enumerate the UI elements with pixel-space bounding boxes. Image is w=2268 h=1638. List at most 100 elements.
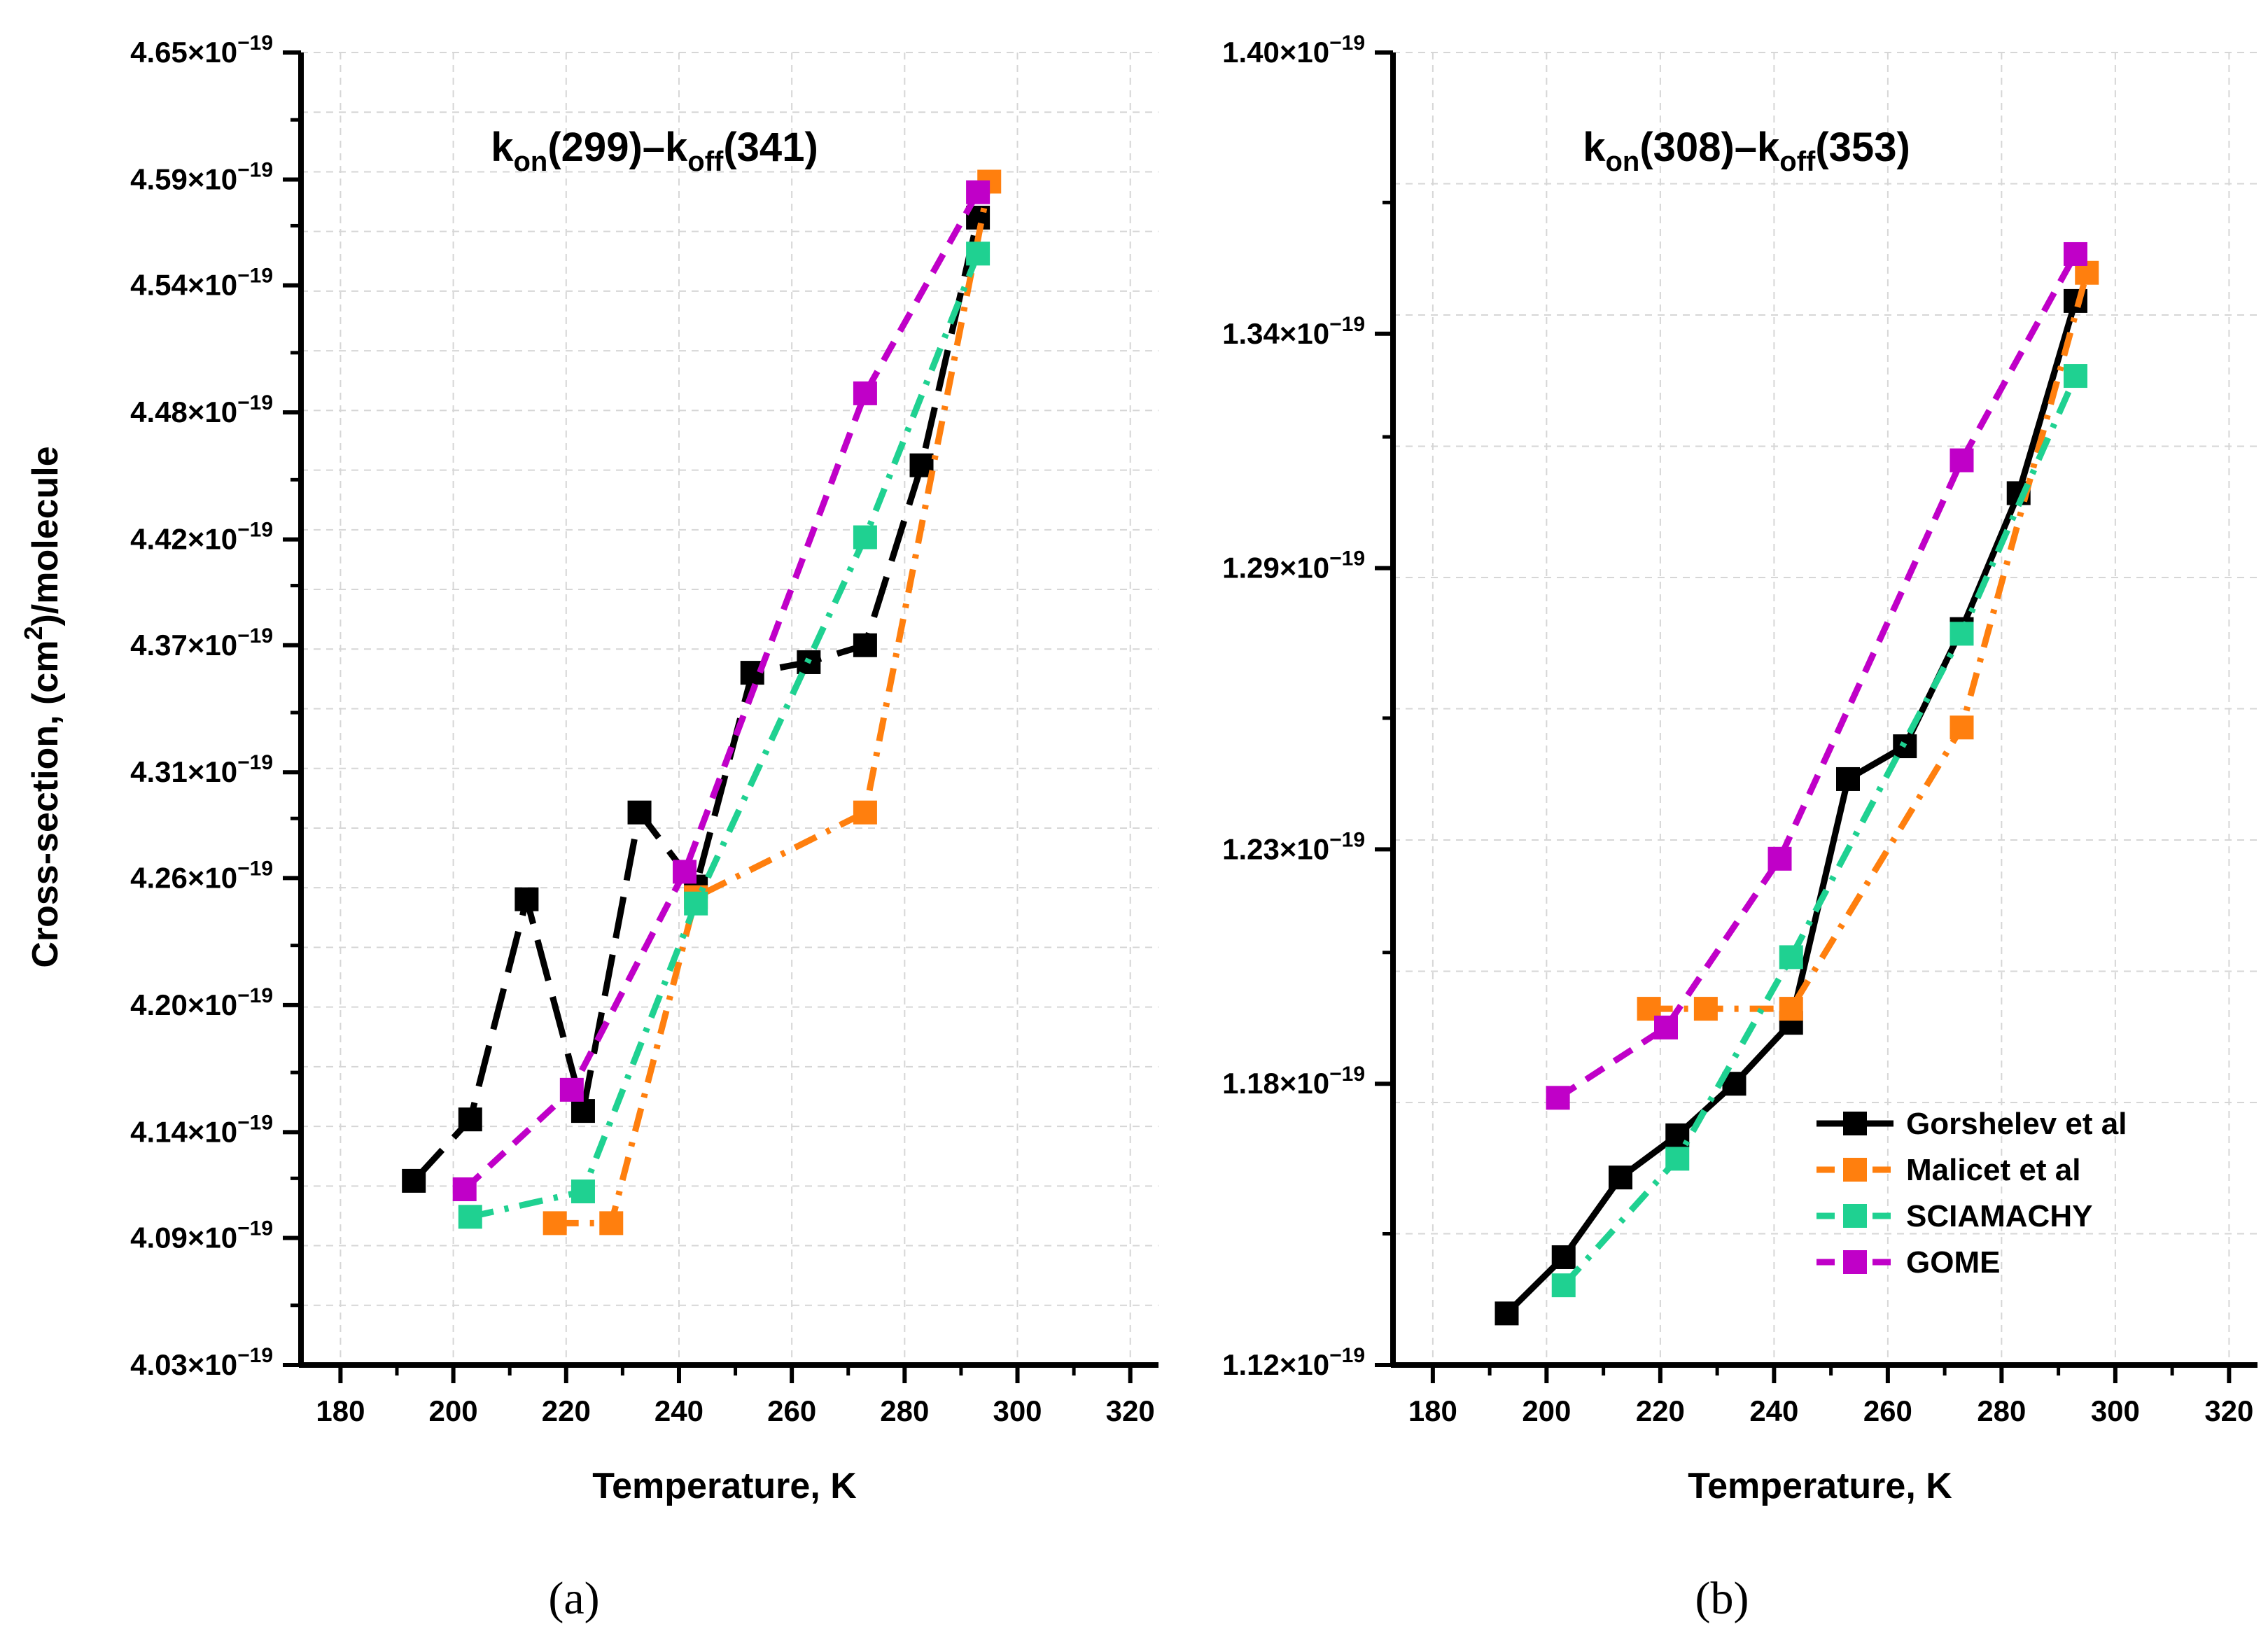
- data-point: [458, 1205, 482, 1229]
- series-line-malicet-et-al: [1648, 272, 2090, 1012]
- x-tick-label: 320: [2204, 1394, 2253, 1427]
- panel-b: 1.12×10−19 1.18×10−19 1.23×10−19 1.29×10−19…: [1222, 31, 2258, 1624]
- data-point: [1654, 1015, 1678, 1040]
- x-tick-label: 320: [1106, 1394, 1155, 1427]
- data-point: [1494, 1301, 1519, 1326]
- y-tick-label: 4.42×10−19: [130, 519, 273, 556]
- gridlines: [1393, 52, 2258, 1365]
- data-point: [1779, 997, 1803, 1021]
- legend: Gorshelev et al Malicet et al SCIAMACHY GOM…: [1816, 1107, 2127, 1280]
- series-line-gome: [462, 190, 981, 1192]
- series-line-sciamachy: [469, 252, 981, 1220]
- data-point: [684, 891, 708, 916]
- y-tick-label: 4.03×10−19: [130, 1344, 273, 1381]
- axis-ticks: 1.12×10−19 1.18×10−19 1.23×10−19 1.29×10−19…: [1222, 31, 2253, 1427]
- data-point: [853, 525, 877, 550]
- x-tick-label: 240: [654, 1394, 704, 1427]
- y-tick-label: 4.65×10−19: [130, 31, 273, 69]
- x-tick-label: 260: [767, 1394, 816, 1427]
- series-line-gome: [1556, 252, 2078, 1101]
- x-tick-label: 220: [1636, 1394, 1685, 1427]
- y-tick-label: 1.23×10−19: [1222, 828, 1365, 865]
- legend-label: Malicet et al: [1906, 1153, 2080, 1187]
- axes-frame: [1390, 52, 2258, 1368]
- data-point: [570, 1180, 595, 1204]
- legend-label: SCIAMACHY: [1906, 1199, 2092, 1233]
- panel-title-a: kon(299)–koff(341): [491, 125, 818, 177]
- y-tick-label: 1.18×10−19: [1222, 1063, 1365, 1100]
- x-tick-label: 300: [993, 1394, 1042, 1427]
- y-tick-label: 4.54×10−19: [130, 265, 273, 302]
- panel-label-a: (a): [548, 1573, 599, 1624]
- y-tick-label: 4.20×10−19: [130, 984, 273, 1021]
- y-tick-label: 4.37×10−19: [130, 624, 273, 662]
- data-point: [1779, 945, 1803, 969]
- legend-label: Gorshelev et al: [1906, 1107, 2127, 1141]
- data-point: [2064, 241, 2087, 266]
- gridlines: [301, 52, 1158, 1365]
- series-line-gorshelev-et-al: [411, 216, 981, 1183]
- legend-label: GOME: [1906, 1245, 2000, 1280]
- series-lines: [1494, 241, 2099, 1326]
- data-point: [966, 180, 990, 204]
- data-point: [1551, 1245, 1576, 1269]
- panel-label-b: (b): [1695, 1573, 1749, 1624]
- data-point: [673, 860, 697, 884]
- data-point: [1609, 1166, 1632, 1190]
- y-axis-title: Cross-section, (cm2)/molecule: [19, 446, 66, 967]
- x-tick-label: 180: [316, 1394, 365, 1427]
- data-point: [1551, 1273, 1576, 1298]
- data-point: [1665, 1147, 1690, 1171]
- x-tick-label: 280: [880, 1394, 929, 1427]
- data-point: [966, 241, 990, 266]
- axes-frame: [298, 52, 1158, 1368]
- y-tick-label: 4.59×10−19: [130, 158, 273, 195]
- x-tick-label: 280: [1977, 1394, 2026, 1427]
- series-line-malicet-et-al: [554, 181, 993, 1226]
- x-tick-label: 240: [1749, 1394, 1798, 1427]
- y-tick-label: 4.09×10−19: [130, 1217, 273, 1254]
- y-tick-label: 1.40×10−19: [1222, 31, 1365, 69]
- y-tick-label: 4.31×10−19: [130, 751, 273, 788]
- x-tick-label: 260: [1863, 1394, 1912, 1427]
- data-point: [1836, 766, 1860, 791]
- y-tick-label: 1.29×10−19: [1222, 547, 1365, 584]
- panel-a: 4.03×10−19 4.09×10−19 4.14×10−19 4.20×10−19…: [19, 31, 1158, 1624]
- data-point: [1768, 846, 1792, 871]
- y-tick-label: 1.12×10−19: [1222, 1344, 1365, 1381]
- panel-title-b: kon(308)–koff(353): [1583, 125, 1910, 177]
- series-lines: [402, 169, 1002, 1236]
- data-point: [1949, 448, 1974, 472]
- x-axis-title-b: Temperature, K: [1688, 1466, 1952, 1506]
- data-point: [1949, 622, 1974, 646]
- legend-marker: [1843, 1250, 1867, 1274]
- legend-marker: [1843, 1112, 1867, 1135]
- data-point: [1546, 1086, 1570, 1110]
- axis-ticks: 4.03×10−19 4.09×10−19 4.14×10−19 4.20×10−19…: [130, 31, 1155, 1427]
- y-tick-label: 4.48×10−19: [130, 391, 273, 428]
- data-point: [1949, 715, 1974, 740]
- data-point: [559, 1077, 584, 1102]
- data-point: [627, 800, 652, 825]
- data-point: [458, 1107, 482, 1132]
- y-tick-label: 1.34×10−19: [1222, 313, 1365, 350]
- y-tick-label: 4.26×10−19: [130, 857, 273, 894]
- x-tick-label: 220: [542, 1394, 591, 1427]
- y-tick-label: 4.14×10−19: [130, 1111, 273, 1148]
- data-point: [2064, 364, 2087, 388]
- legend-marker: [1843, 1158, 1867, 1182]
- data-point: [1693, 997, 1718, 1021]
- data-point: [599, 1211, 624, 1236]
- data-point: [452, 1177, 477, 1201]
- series-line-sciamachy: [1561, 374, 2079, 1288]
- x-axis-title-a: Temperature, K: [592, 1466, 857, 1506]
- data-point: [570, 1099, 595, 1124]
- x-tick-label: 180: [1408, 1394, 1457, 1427]
- x-tick-label: 200: [1522, 1394, 1571, 1427]
- data-point: [402, 1168, 426, 1193]
- data-point: [853, 381, 877, 405]
- x-tick-label: 300: [2091, 1394, 2140, 1427]
- data-point: [514, 887, 539, 911]
- legend-marker: [1843, 1204, 1867, 1228]
